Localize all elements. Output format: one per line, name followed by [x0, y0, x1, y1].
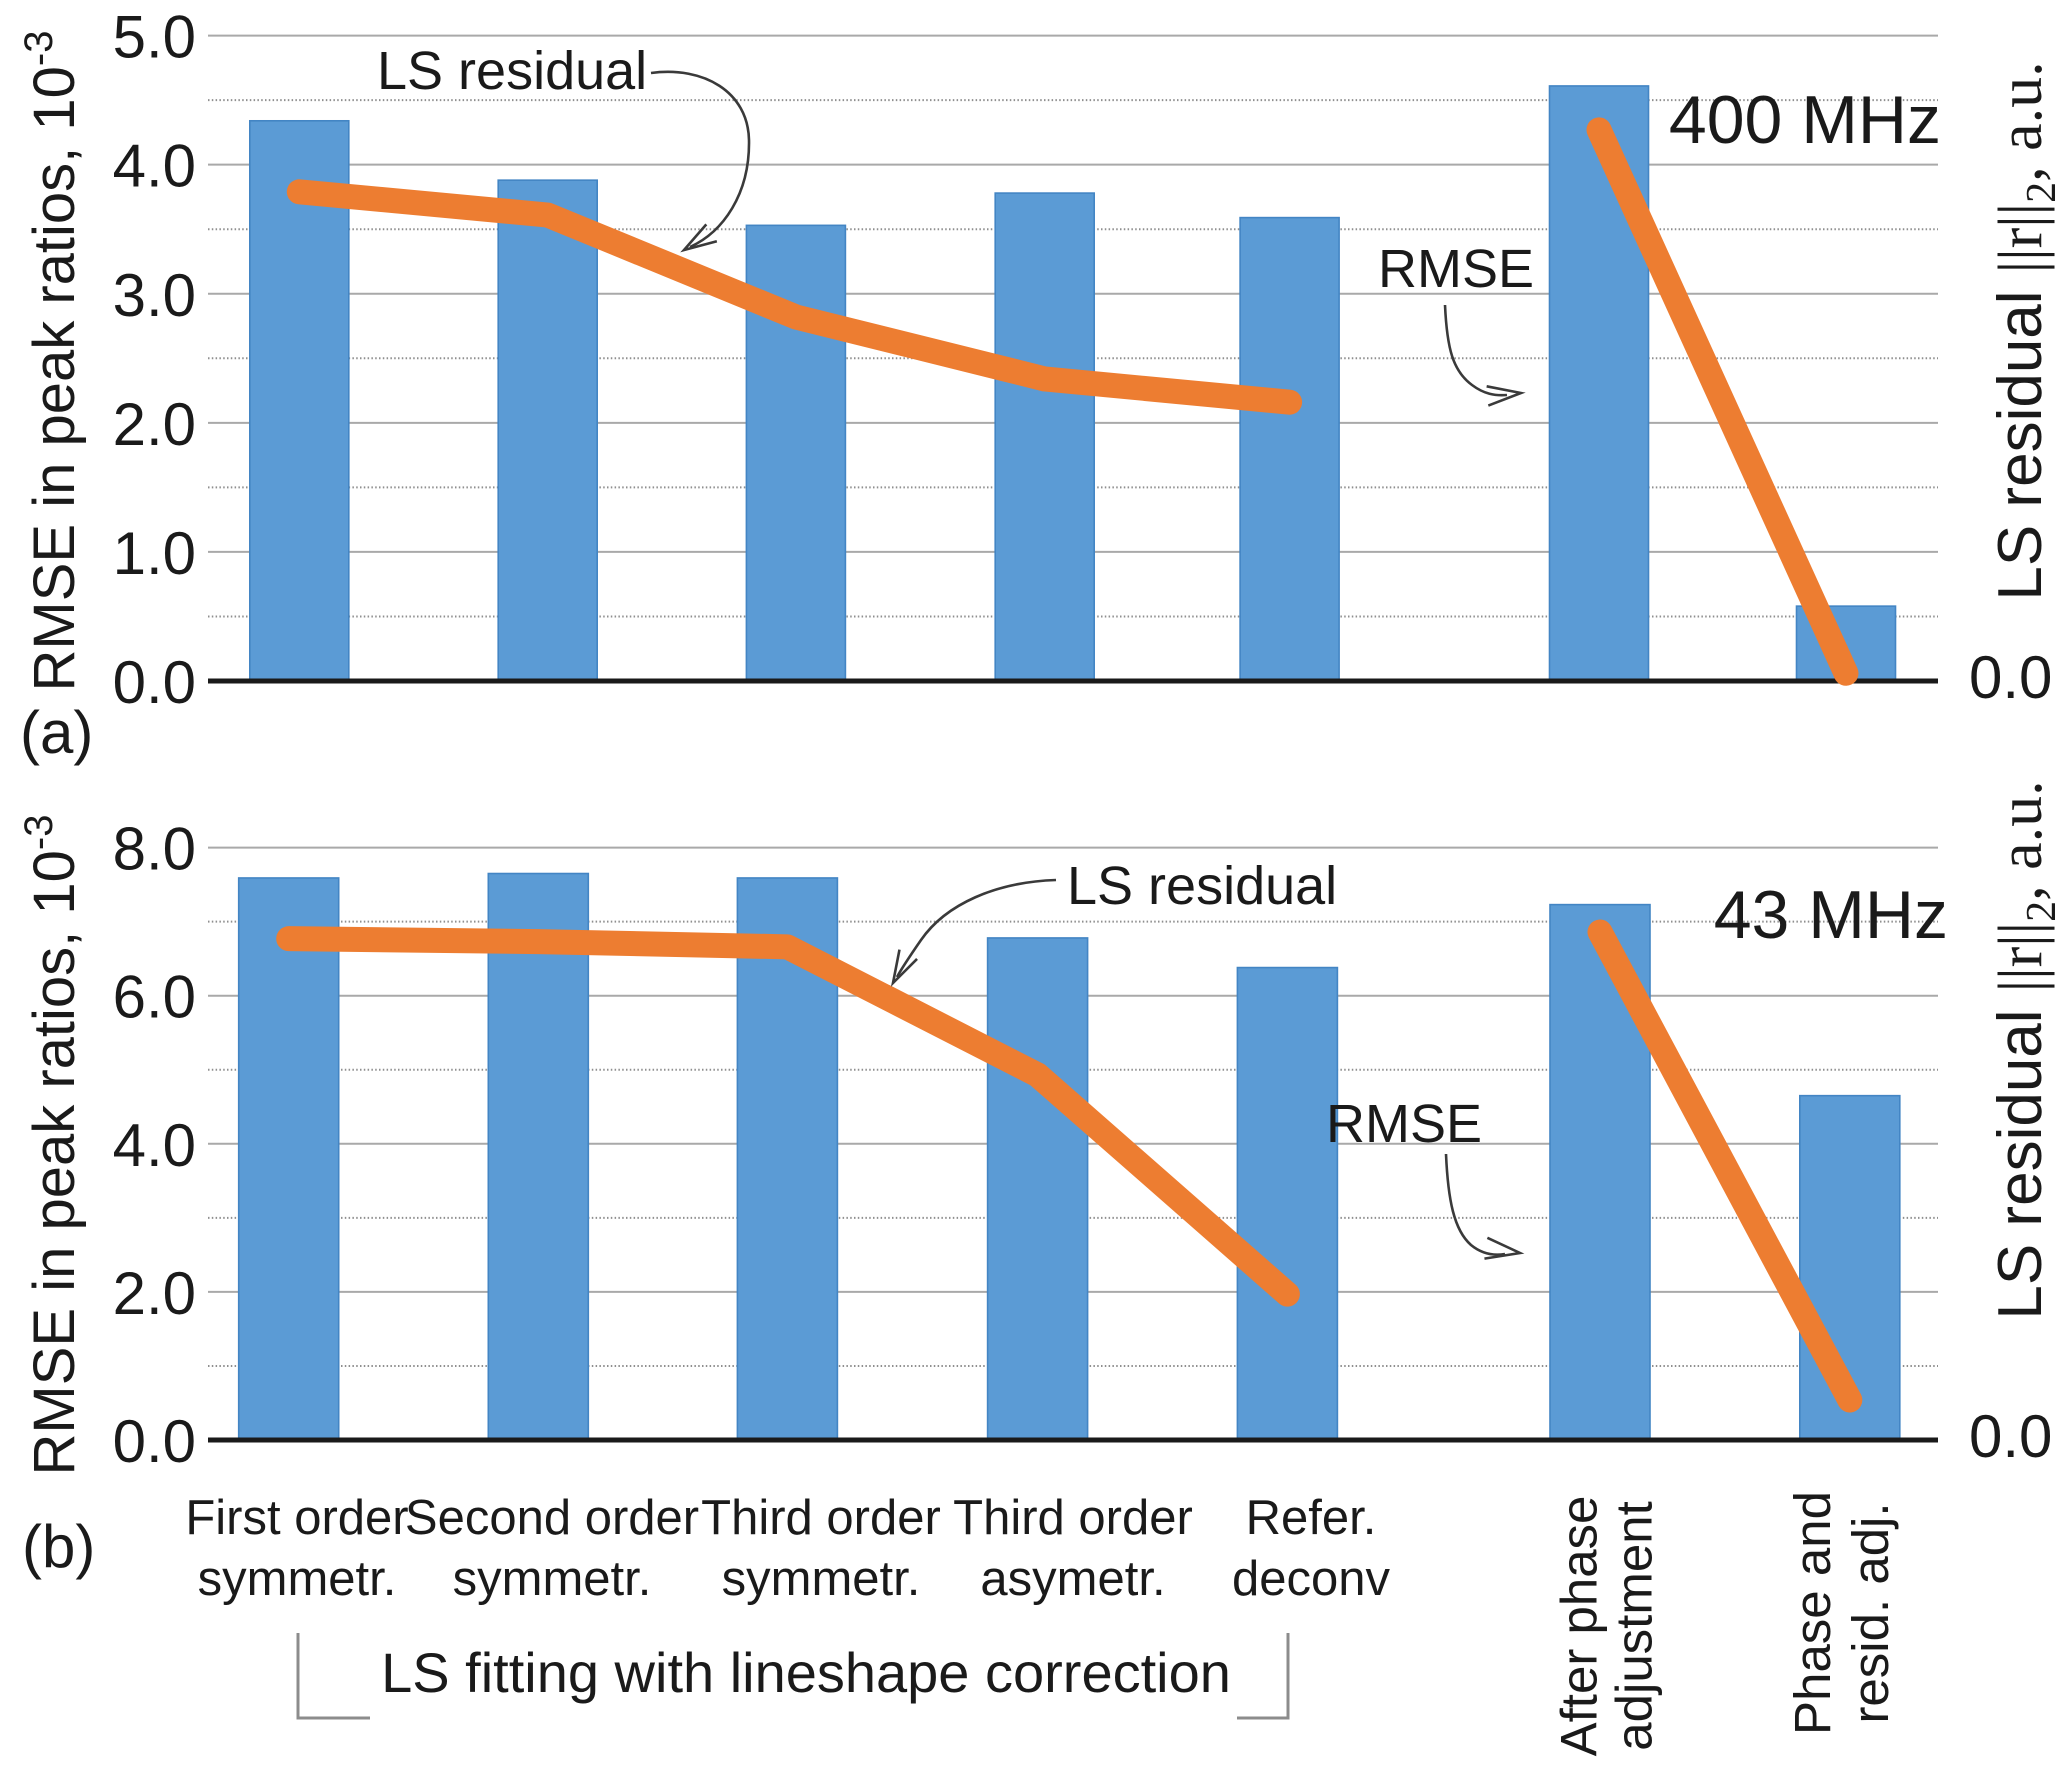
- annotation-arrows: [650, 70, 1526, 1260]
- frequency-label: 400 MHz: [1669, 82, 1941, 158]
- annotation-arrow-curve: [895, 878, 1057, 978]
- line-ls-residual-segment-1: [276, 926, 1300, 1307]
- axis-titles-and-labels: RMSE in peak ratios, 10-3 LS residual ||r…: [17, 31, 2065, 1720]
- bar-series-annotation: RMSE: [1326, 1094, 1482, 1154]
- bar-rmse-6: [1548, 85, 1650, 682]
- left-tick-label: 0.0: [113, 649, 196, 716]
- left-tick-label: 3.0: [113, 262, 196, 329]
- category-label-rotated: After phaseadjustment: [1551, 1496, 1663, 1757]
- category-label-rotated: Phase andresid. adj.: [1784, 1491, 1899, 1735]
- bar-rmse-1: [237, 877, 340, 1441]
- line-ls-residual-segment-1: [286, 179, 1303, 415]
- right-tick-label: 0.0: [1969, 644, 2052, 711]
- category-label-line2: deconv: [1232, 1552, 1391, 1606]
- annotation-arrow-curve: [1444, 1153, 1506, 1257]
- bar-rmse-4: [994, 192, 1096, 682]
- line-ls-residual-segment-2: [1586, 117, 1859, 686]
- left-tick-label: 6.0: [113, 964, 196, 1031]
- annotation-arrowhead: [680, 223, 718, 253]
- bar-rmse-1: [249, 119, 350, 682]
- category-label-line2: symmetr.: [722, 1552, 921, 1606]
- bracket-label: LS fitting with lineshape correction: [381, 1641, 1231, 1704]
- left-tick-label: 2.0: [113, 391, 196, 458]
- bar-rmse-5: [1236, 966, 1339, 1441]
- panel-b-bars: [237, 872, 1901, 1441]
- line-series-annotation: LS residual: [1067, 856, 1337, 916]
- panel-letter-label: (b): [22, 1513, 95, 1580]
- panel-a-line-series: [286, 117, 1859, 686]
- line-ls-residual-segment-2: [1587, 919, 1863, 1413]
- bar-rmse-2: [487, 872, 590, 1441]
- annotation-arrowhead: [890, 949, 918, 987]
- panel-b-line-series: [276, 919, 1863, 1413]
- category-label-line2: asymetr.: [980, 1552, 1165, 1606]
- line-series-annotation: LS residual: [377, 41, 647, 101]
- y-axis-title-right: LS residual ||r||2, a.u.: [1986, 61, 2065, 600]
- category-label-line2: symmetr.: [198, 1552, 397, 1606]
- bar-rmse-5: [1239, 216, 1340, 682]
- y-axis-title-left: RMSE in peak ratios, 10-3: [17, 815, 87, 1476]
- category-label-line1: First order: [185, 1491, 408, 1545]
- frequency-label: 43 MHz: [1714, 877, 1948, 953]
- annotation-arrow-curve: [650, 70, 751, 249]
- left-tick-label: 0.0: [113, 1408, 196, 1475]
- category-label-line1: Second order: [405, 1491, 699, 1545]
- category-label-line1: Third order: [701, 1491, 941, 1545]
- category-label-line1: Refer.: [1246, 1491, 1377, 1545]
- left-tick-label: 4.0: [113, 1112, 196, 1179]
- bar-rmse-6: [1549, 903, 1651, 1441]
- panel-letter-label: (a): [20, 699, 93, 766]
- left-tick-label: 1.0: [113, 520, 196, 587]
- left-tick-label: 8.0: [113, 816, 196, 883]
- bracket-right-corner: [1237, 1633, 1290, 1720]
- bar-rmse-4: [986, 937, 1089, 1441]
- bar-series-annotation: RMSE: [1378, 239, 1534, 299]
- y-axis-title-right: LS residual ||r||2, a.u.: [1986, 780, 2065, 1319]
- panel-a-bars: [249, 85, 1897, 682]
- bar-rmse-2: [497, 179, 599, 682]
- category-label-line2: symmetr.: [453, 1552, 652, 1606]
- annotation-arrowhead: [1486, 385, 1526, 407]
- bracket-left-corner: [296, 1633, 370, 1720]
- left-tick-label: 5.0: [113, 4, 196, 71]
- left-tick-label: 2.0: [113, 1260, 196, 1327]
- panel-a-tick-labels: 0.0 1.0 2.0 3.0 4.0 5.0 0.0 400 MHz LS residual R…: [113, 4, 2053, 716]
- annotation-arrow-curve: [1443, 304, 1508, 397]
- annotation-arrowhead: [1484, 1236, 1525, 1260]
- right-tick-label: 0.0: [1969, 1403, 2052, 1470]
- left-tick-label: 4.0: [113, 133, 196, 200]
- category-label-line1: Third order: [953, 1491, 1193, 1545]
- y-axis-title-left: RMSE in peak ratios, 10-3: [17, 31, 87, 692]
- panel-b-tick-labels: 0.0 2.0 4.0 6.0 8.0 0.0 43 MHz LS residual RMSE: [113, 816, 2053, 1475]
